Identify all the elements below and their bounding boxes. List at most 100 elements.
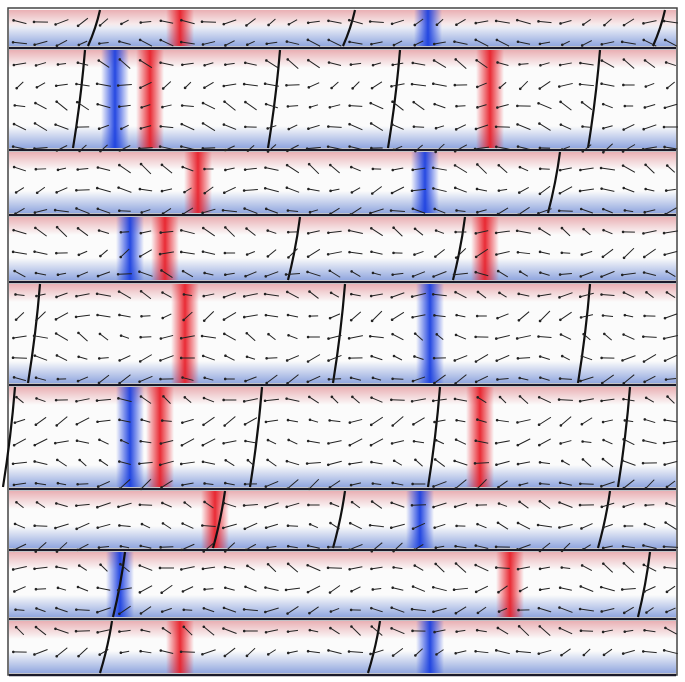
arrow-head (391, 333, 394, 336)
arrow-head (600, 187, 603, 190)
arrow (350, 106, 363, 107)
arrow-head (348, 123, 351, 126)
arrow-head (223, 296, 226, 299)
arrow-head (181, 421, 184, 424)
arrow-head (118, 164, 121, 167)
arrow-head (579, 608, 582, 611)
arrow-head (119, 563, 122, 566)
arrow-head (140, 127, 143, 130)
arrow-head (371, 320, 374, 323)
arrow-head (642, 650, 645, 653)
arrow-head (265, 208, 268, 211)
arrow (142, 316, 151, 317)
arrow-head (348, 463, 351, 466)
arrow-head (412, 207, 415, 210)
arrow-head (372, 64, 375, 67)
arrow-head (370, 607, 373, 610)
wall-glow-red (9, 10, 676, 28)
arrow-head (13, 123, 16, 126)
arrow-head (519, 590, 522, 593)
arrow-head (499, 86, 502, 89)
arrow-head (265, 485, 268, 488)
arrow-head (435, 439, 438, 442)
arrow-head (139, 650, 142, 653)
arrow-head (307, 544, 310, 547)
arrow-head (287, 419, 290, 422)
arrow-head (559, 64, 562, 67)
arrow-head (538, 423, 541, 426)
arrow-head (392, 566, 395, 569)
arrow-head (475, 59, 478, 62)
arrow-head (139, 39, 142, 42)
arrow-head (497, 627, 500, 630)
arrow-head (99, 255, 102, 258)
arrow-head (184, 87, 187, 90)
arrow-head (181, 104, 184, 107)
arrow-head (12, 41, 15, 44)
arrow-head (495, 337, 498, 340)
arrow-head (350, 625, 353, 628)
arrow-head (600, 586, 603, 589)
arrow-head (307, 380, 310, 383)
arrow-head (476, 504, 479, 507)
arrow-head (348, 251, 351, 254)
arrow-head (119, 256, 122, 259)
arrow-head (644, 59, 647, 62)
arrow-head (582, 458, 585, 461)
arrow-head (287, 314, 290, 317)
arrow-head (474, 462, 477, 465)
arrow-head (224, 586, 227, 589)
arrow-head (224, 354, 227, 357)
arrow-head (516, 337, 519, 340)
arrow (646, 505, 655, 506)
arrow-head (55, 655, 58, 658)
arrow-head (370, 625, 373, 628)
arrow-head (411, 169, 414, 172)
arrow-head (663, 649, 666, 652)
arrow-head (391, 273, 394, 276)
arrow-head (264, 293, 267, 296)
arrow-head (603, 333, 606, 336)
arrow-head (180, 548, 183, 551)
arrow-head (202, 550, 205, 553)
arrow-head (642, 128, 645, 131)
arrow-head (287, 652, 290, 655)
arrow-head (140, 106, 143, 109)
arrow-head (99, 150, 102, 153)
arrow-head (265, 526, 268, 529)
arrow-head (77, 24, 80, 27)
arrow-head (560, 123, 563, 126)
wall-glow-red (9, 284, 676, 302)
arrow-head (57, 169, 60, 172)
arrow-head (120, 334, 123, 337)
arrow-head (518, 484, 521, 487)
arrow-head (266, 229, 269, 232)
arrow-head (518, 319, 521, 322)
arrow (412, 505, 426, 506)
arrow-head (55, 84, 58, 87)
arrow-head (519, 270, 522, 273)
arrow-head (286, 291, 289, 294)
arrow-head (666, 486, 669, 489)
arrow-head (665, 502, 668, 505)
arrow-head (348, 568, 351, 571)
arrow-head (370, 122, 373, 125)
arrow-head (537, 102, 540, 105)
arrow-head (474, 148, 477, 151)
arrow-head (327, 649, 330, 652)
arrow-head (180, 145, 183, 148)
arrow-head (432, 167, 435, 170)
arrow-head (97, 275, 100, 278)
arrow-head (580, 527, 583, 530)
arrow-head (33, 250, 36, 253)
arrow-head (160, 591, 163, 594)
arrow-head (454, 545, 457, 548)
arrow-head (245, 332, 248, 335)
arrow-head (267, 439, 270, 442)
arrow (581, 631, 593, 632)
arrow-head (350, 376, 353, 379)
arrow-head (497, 213, 500, 216)
arrow-head (14, 212, 17, 215)
arrow-head (350, 590, 353, 593)
arrow-head (621, 41, 624, 44)
